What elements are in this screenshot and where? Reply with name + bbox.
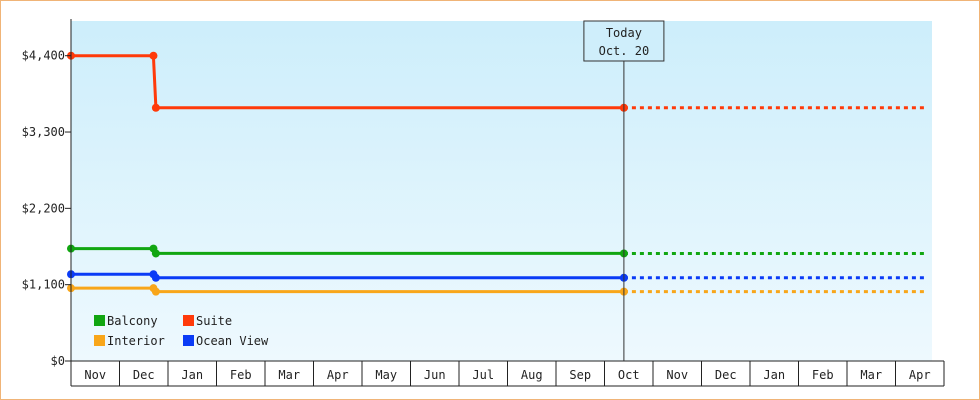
- x-tick-label: Feb: [230, 368, 252, 382]
- y-tick-label: $0: [51, 354, 65, 368]
- x-tick-label: Dec: [133, 368, 155, 382]
- x-tick-label: Mar: [278, 368, 300, 382]
- today-marker: Today Oct. 20: [583, 20, 665, 361]
- series-point-interior: [151, 287, 160, 296]
- x-tick-label: Jan: [181, 368, 203, 382]
- y-tick-label: $4,400: [22, 49, 65, 63]
- legend-label-interior: Interior: [107, 334, 165, 348]
- x-tick-label: May: [375, 368, 397, 382]
- x-tick-label: Nov: [84, 368, 106, 382]
- x-tick-label: Dec: [715, 368, 737, 382]
- today-box: [583, 20, 665, 62]
- legend-label-ocean-view: Ocean View: [196, 334, 269, 348]
- y-tick-label: $2,200: [22, 201, 65, 215]
- series-layer: [67, 51, 925, 296]
- x-tick-label: Mar: [860, 368, 882, 382]
- today-label: Today: [606, 26, 642, 40]
- x-tick-label: Jul: [472, 368, 494, 382]
- x-tick-label: Feb: [812, 368, 834, 382]
- series-point-ocean-view: [151, 273, 160, 282]
- legend-swatch-balcony: [94, 315, 105, 326]
- legend-swatch-interior: [94, 335, 105, 346]
- series-line-suite: [71, 54, 624, 110]
- series-point-balcony: [151, 249, 160, 258]
- legend-label-suite: Suite: [196, 314, 232, 328]
- plot-background: [71, 21, 932, 361]
- x-tick-label: Apr: [909, 368, 931, 382]
- series-point-suite: [151, 103, 160, 112]
- y-tick-label: $1,100: [22, 278, 65, 292]
- legend-swatch-suite: [183, 315, 194, 326]
- x-tick-label: Sep: [569, 368, 591, 382]
- x-tick-label: Aug: [521, 368, 543, 382]
- axes-layer: $0 $1,100 $2,200 $3,300 $4,400 Nov Dec Jan Feb Ma…: [22, 19, 945, 387]
- series-point-suite: [149, 51, 158, 60]
- x-tick-label: Nov: [666, 368, 688, 382]
- x-tick-label: Oct: [618, 368, 640, 382]
- legend-swatch-ocean-view: [183, 335, 194, 346]
- legend: Balcony Suite Interior Ocean View: [94, 314, 269, 348]
- today-date-label: Oct. 20: [599, 44, 650, 58]
- y-tick-label: $3,300: [22, 125, 65, 139]
- x-tick-label: Jun: [424, 368, 446, 382]
- x-tick-label: Apr: [327, 368, 349, 382]
- x-tick-label: Jan: [763, 368, 785, 382]
- legend-label-balcony: Balcony: [107, 314, 158, 328]
